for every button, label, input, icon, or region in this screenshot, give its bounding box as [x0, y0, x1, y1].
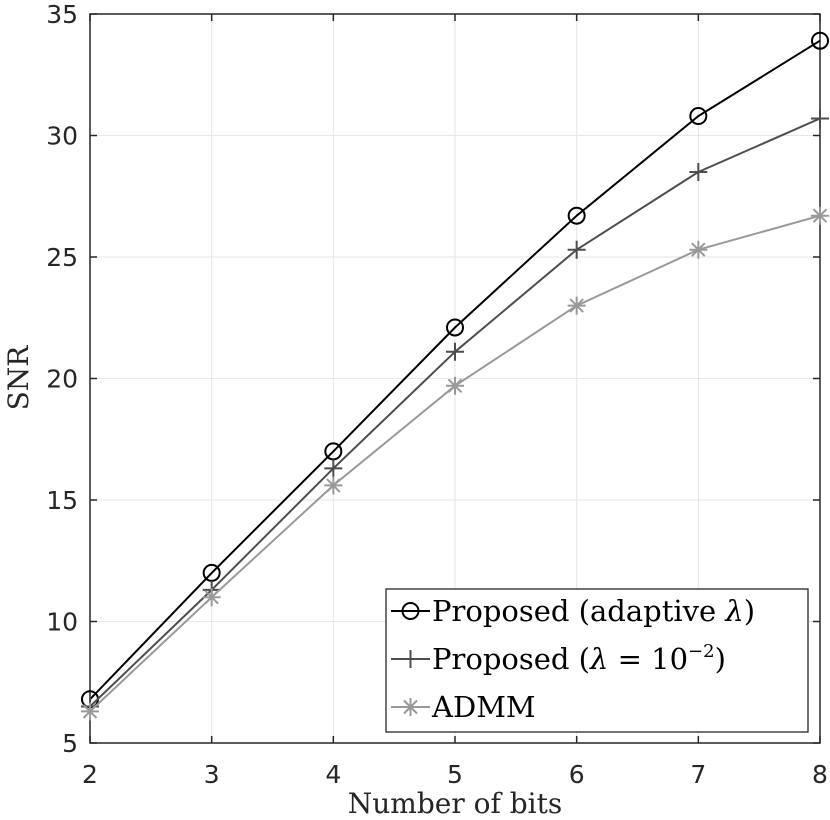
- data-point-plus: [324, 459, 343, 478]
- x-tick-label: 7: [690, 760, 706, 789]
- series: [81, 31, 829, 721]
- legend-label-admm: ADMM: [431, 690, 536, 724]
- legend-entry-admm: ADMM: [391, 690, 536, 724]
- data-point-circle: [689, 107, 708, 126]
- y-tick-label: 30: [46, 122, 78, 151]
- data-point-asterisk: [81, 702, 99, 721]
- data-point-plus: [811, 109, 829, 128]
- x-tick-label: 5: [447, 760, 463, 789]
- data-point-plus: [567, 240, 586, 259]
- x-tick-label: 2: [82, 760, 98, 789]
- data-point-asterisk: [567, 296, 586, 315]
- data-point-circle: [446, 318, 464, 337]
- legend-label-fixed-lambda: Proposed (λ = 10−2): [432, 641, 726, 676]
- x-tick-label: 4: [325, 760, 341, 789]
- legend-marker-fixed-lambda: [401, 650, 420, 668]
- y-tick-label: 15: [46, 486, 78, 515]
- y-tick-label: 25: [46, 243, 78, 272]
- legend-entry-fixed-lambda: Proposed (λ = 10−2): [391, 641, 726, 676]
- data-point-asterisk: [689, 240, 708, 259]
- x-axis-label: Number of bits: [348, 787, 562, 820]
- ticks: 2 3 4 5 6 7 8 5 10 15 20 25 30 35: [46, 0, 828, 789]
- legend-marker-admm: [401, 698, 420, 716]
- series-admm: [81, 206, 829, 721]
- data-point-circle: [202, 563, 221, 582]
- x-tick-label: 8: [812, 760, 828, 789]
- legend: Proposed (adaptive λ) Proposed (λ = 10−2…: [385, 588, 809, 733]
- data-point-plus: [446, 342, 464, 361]
- series-adaptive: [81, 31, 829, 709]
- y-tick-label: 5: [62, 729, 78, 758]
- data-point-plus: [689, 162, 708, 181]
- y-tick-label: 20: [46, 365, 78, 394]
- legend-marker-adaptive: [401, 602, 420, 620]
- legend-box: [385, 588, 809, 733]
- y-axis-label: SNR: [2, 345, 35, 411]
- legend-label-adaptive: Proposed (adaptive λ): [432, 594, 755, 628]
- data-point-asterisk: [324, 476, 343, 495]
- series-line-adaptive: [89, 39, 821, 700]
- data-point-asterisk: [202, 588, 221, 607]
- data-point-circle: [811, 31, 829, 50]
- data-point-circle: [567, 206, 586, 225]
- legend-entry-adaptive: Proposed (adaptive λ): [391, 594, 755, 628]
- x-tick-label: 3: [204, 760, 220, 789]
- data-point-circle: [324, 442, 343, 461]
- x-tick-label: 6: [569, 760, 585, 789]
- y-tick-label: 10: [46, 608, 78, 637]
- y-tick-label: 35: [46, 0, 78, 29]
- data-point-asterisk: [811, 206, 829, 225]
- data-point-asterisk: [446, 376, 464, 395]
